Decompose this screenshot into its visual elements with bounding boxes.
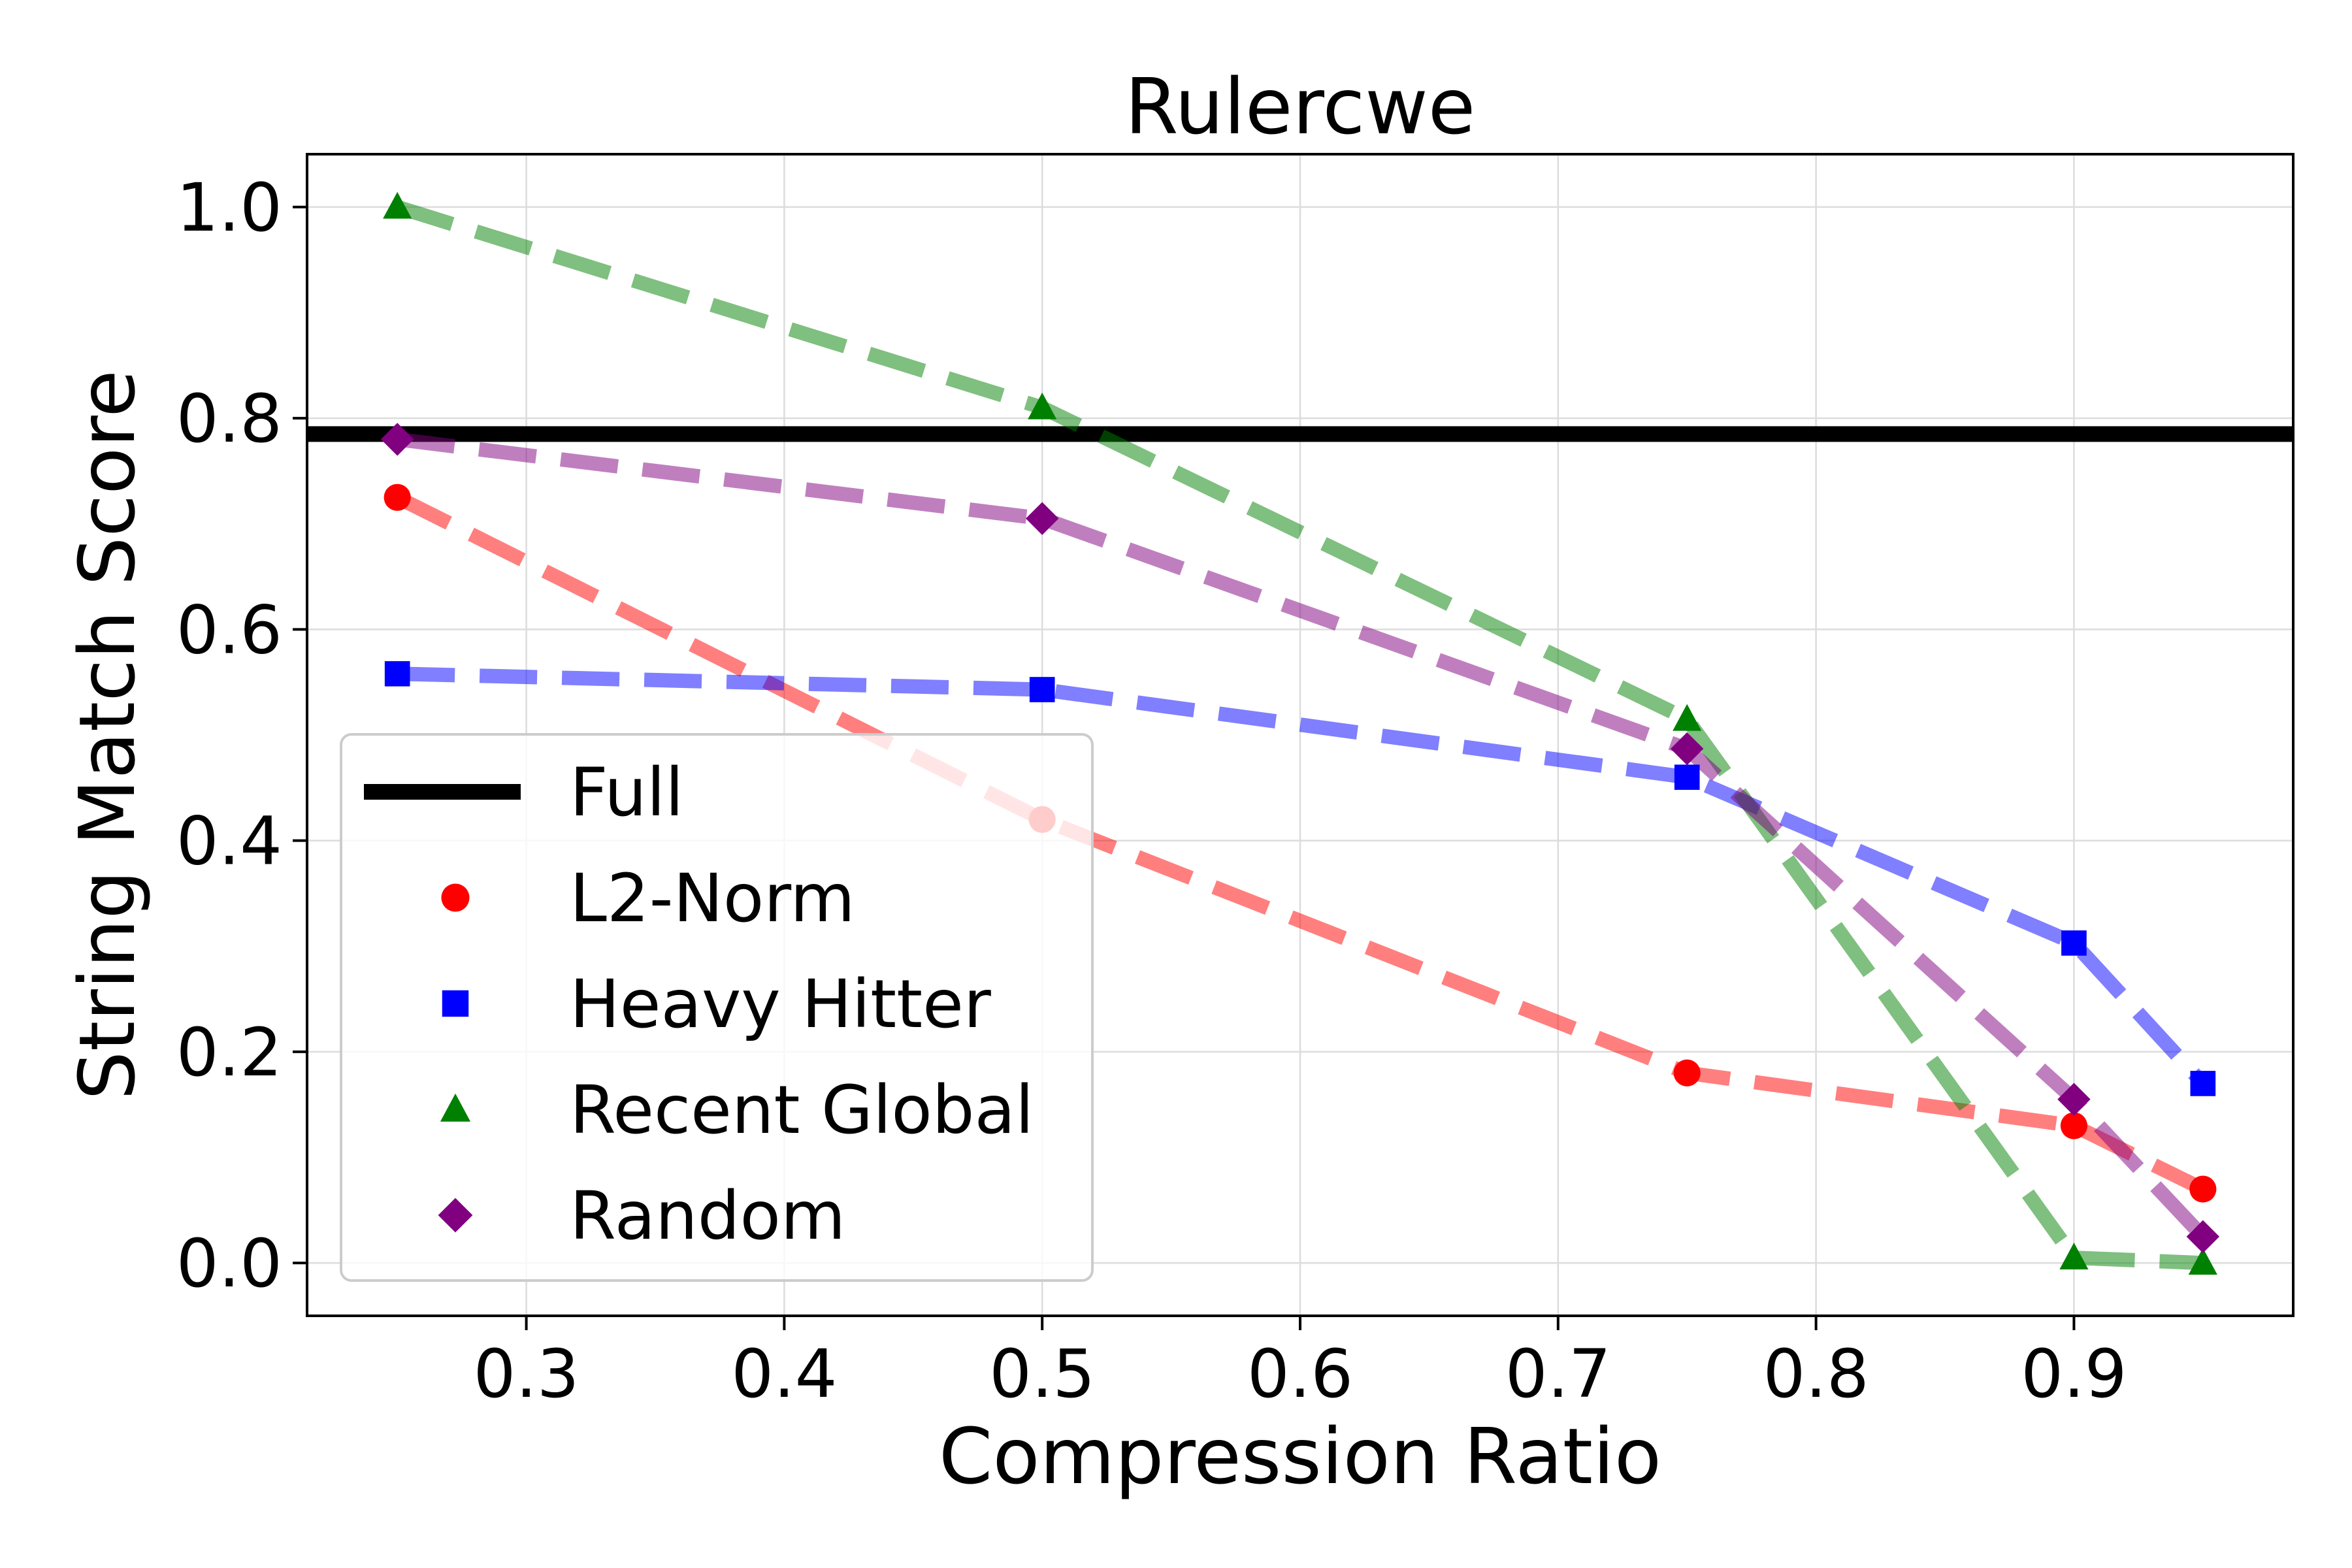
legend-label-0: L2-Norm <box>570 860 855 938</box>
legend-box <box>340 733 1094 1282</box>
data-point-2-4 <box>2188 1248 2217 1275</box>
y-tick-label-4: 0.8 <box>176 380 282 458</box>
x-axis-label: Compression Ratio <box>939 1411 1661 1501</box>
series-line-1 <box>397 666 2208 1088</box>
legend-label-3: Random <box>570 1177 845 1255</box>
x-tick-label-6: 0.9 <box>2021 1335 2127 1413</box>
y-tick-label-0: 0.0 <box>176 1225 282 1303</box>
data-point-3-2 <box>1671 732 1704 766</box>
data-point-0-4 <box>2189 1175 2217 1203</box>
data-point-1-1 <box>1029 677 1055 702</box>
data-point-1-0 <box>384 661 410 687</box>
data-point-2-3 <box>2059 1243 2089 1269</box>
legend-label-full: Full <box>570 754 683 832</box>
x-tick-label-0: 0.3 <box>473 1335 579 1413</box>
x-tick-label-3: 0.6 <box>1247 1335 1353 1413</box>
data-point-3-1 <box>1025 502 1059 535</box>
y-axis-label: String Match Score <box>62 370 152 1100</box>
x-tick-label-4: 0.7 <box>1505 1335 1611 1413</box>
legend: Full L2-Norm Heavy Hitter Recent Global Rand… <box>340 733 1094 1282</box>
data-point-3-0 <box>380 423 414 456</box>
x-tick-label-2: 0.5 <box>989 1335 1095 1413</box>
legend-label-1: Heavy Hitter <box>570 966 991 1043</box>
legend-handle-3 <box>438 1198 473 1233</box>
y-tick-label-5: 1.0 <box>176 169 282 247</box>
legend-handle-1 <box>442 990 469 1017</box>
data-point-3-4 <box>2186 1220 2220 1253</box>
x-tick-label-5: 0.8 <box>1763 1335 1869 1413</box>
y-tick-label-1: 0.2 <box>176 1014 282 1092</box>
data-point-0-3 <box>2060 1112 2087 1139</box>
legend-handle-2 <box>440 1093 471 1122</box>
axis-ticks: 0.3 0.4 0.5 0.6 0.7 0.8 0.9 0.0 0.2 0.4 0.6 0.8 1.0 <box>176 169 2127 1413</box>
data-point-2-1 <box>1028 392 1057 419</box>
data-point-1-3 <box>2061 930 2087 956</box>
x-tick-label-1: 0.4 <box>731 1335 837 1413</box>
series-line-2 <box>395 200 2204 1271</box>
y-tick-label-2: 0.4 <box>176 803 282 881</box>
data-point-1-2 <box>1674 764 1700 790</box>
data-point-3-3 <box>2057 1083 2091 1116</box>
data-point-1-4 <box>2190 1071 2216 1096</box>
data-point-0-0 <box>384 483 411 511</box>
data-point-2-0 <box>383 191 412 219</box>
y-tick-label-3: 0.6 <box>176 591 282 669</box>
data-point-2-2 <box>1673 704 1702 731</box>
chart-title: Rulercwe <box>1125 61 1476 152</box>
data-point-0-2 <box>1673 1059 1701 1086</box>
legend-handle-0 <box>441 883 470 912</box>
legend-label-2: Recent Global <box>570 1071 1034 1149</box>
